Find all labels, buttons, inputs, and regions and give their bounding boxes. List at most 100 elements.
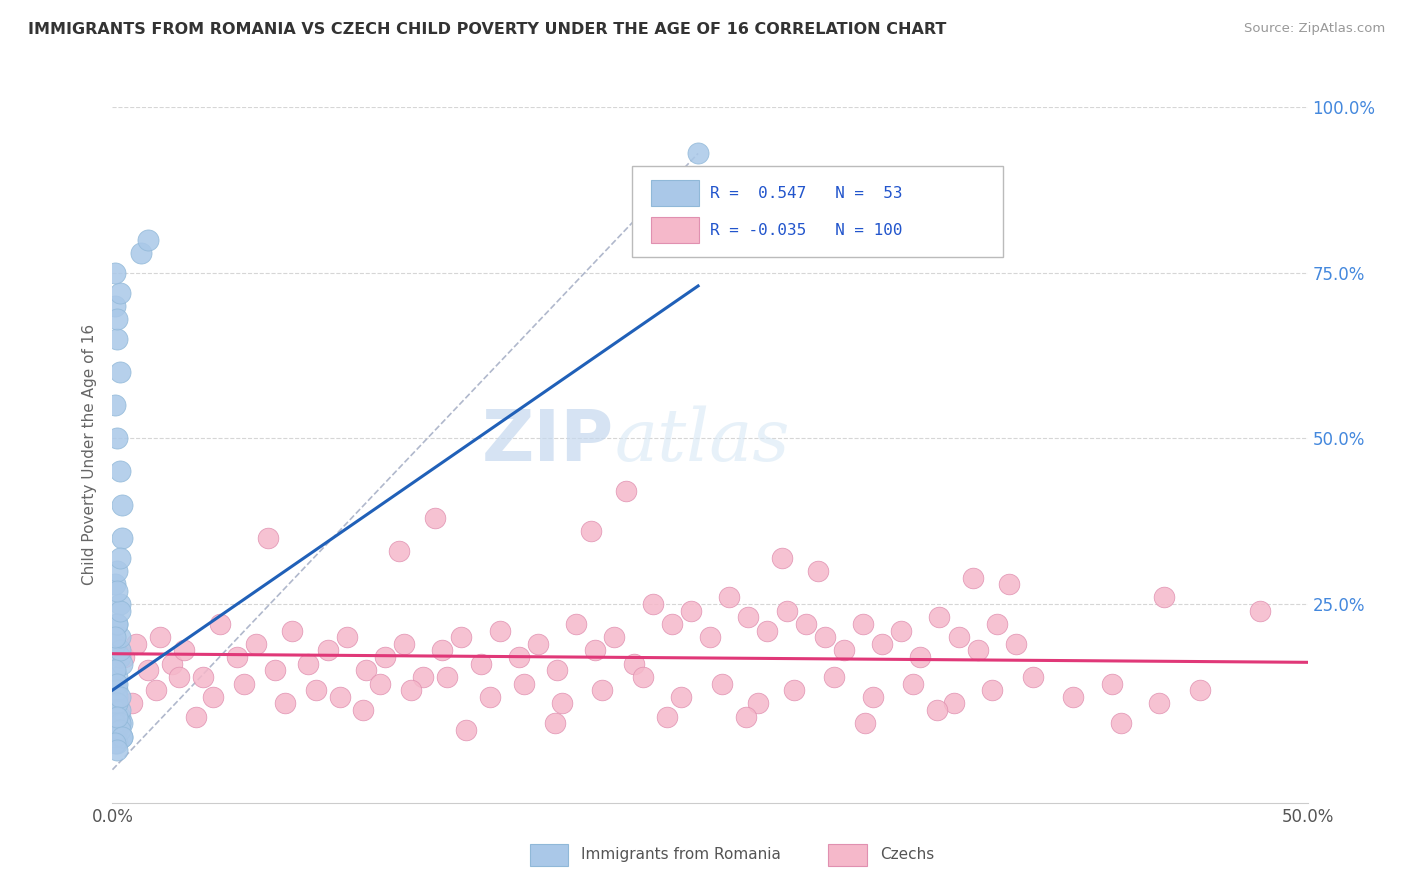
FancyBboxPatch shape [530,844,568,866]
Point [108,650,131,665]
Point [565,616,588,631]
Point [316,643,339,657]
Point [104,703,127,717]
Point [108,604,131,618]
Point [105,697,128,711]
Point [105,616,128,631]
Point [998,577,1021,591]
Point [108,365,131,379]
Point [807,564,830,578]
Point [104,637,127,651]
Point [105,431,128,445]
Point [186,709,208,723]
Point [686,146,709,161]
Point [942,697,965,711]
Point [832,643,855,657]
Point [138,663,160,677]
Point [374,650,396,665]
Point [108,723,131,737]
Point [111,730,134,744]
Point [543,716,565,731]
Point [108,716,131,731]
Point [508,650,530,665]
Point [551,697,574,711]
Point [603,630,626,644]
Point [125,637,148,651]
Point [121,697,143,711]
Point [412,670,434,684]
Point [655,709,678,723]
Point [108,703,131,717]
Point [352,703,374,717]
Point [104,663,127,677]
Point [679,604,702,618]
Point [105,583,128,598]
Point [1153,591,1175,605]
Y-axis label: Child Poverty Under the Age of 16: Child Poverty Under the Age of 16 [82,325,97,585]
Point [264,663,287,677]
Point [890,624,912,638]
Point [104,723,127,737]
Point [718,591,741,605]
Point [925,703,948,717]
Point [1005,637,1028,651]
Point [1109,716,1132,731]
Point [149,630,172,644]
Point [671,690,693,704]
Text: IMMIGRANTS FROM ROMANIA VS CZECH CHILD POVERTY UNDER THE AGE OF 16 CORRELATION C: IMMIGRANTS FROM ROMANIA VS CZECH CHILD P… [28,22,946,37]
Point [614,484,637,499]
Point [512,676,534,690]
Point [104,736,127,750]
Point [328,690,352,704]
Point [105,616,128,631]
Point [336,630,359,644]
Point [354,663,377,677]
Point [775,604,797,618]
Point [623,657,645,671]
Point [388,544,411,558]
Point [169,670,191,684]
Point [1021,670,1043,684]
Point [735,709,758,723]
Point [782,683,804,698]
Point [104,266,127,280]
Point [111,531,134,545]
Point [108,597,131,611]
Text: Source: ZipAtlas.com: Source: ZipAtlas.com [1244,22,1385,36]
Point [823,670,845,684]
Point [105,709,128,723]
Point [273,697,295,711]
Point [281,624,304,638]
Point [966,643,988,657]
Point [470,657,492,671]
Point [225,650,247,665]
Point [104,716,127,731]
Point [814,630,837,644]
Text: ZIP: ZIP [482,407,614,475]
Point [114,650,135,665]
Point [699,630,721,644]
Point [479,690,502,704]
Point [104,398,127,412]
Point [986,616,1008,631]
Point [436,670,458,684]
FancyBboxPatch shape [651,217,699,243]
Point [948,630,970,644]
Text: R = -0.035   N = 100: R = -0.035 N = 100 [710,223,903,238]
Point [105,670,128,684]
Point [747,697,769,711]
Point [129,245,152,260]
Point [910,650,932,665]
Point [104,299,127,313]
Point [104,577,127,591]
Text: Immigrants from Romania: Immigrants from Romania [581,847,780,863]
Point [425,511,447,525]
Point [432,643,454,657]
Point [297,657,319,671]
Point [711,676,734,690]
Point [108,550,131,565]
Point [105,723,128,737]
Point [232,676,256,690]
Point [1249,604,1271,618]
Point [1149,697,1171,711]
